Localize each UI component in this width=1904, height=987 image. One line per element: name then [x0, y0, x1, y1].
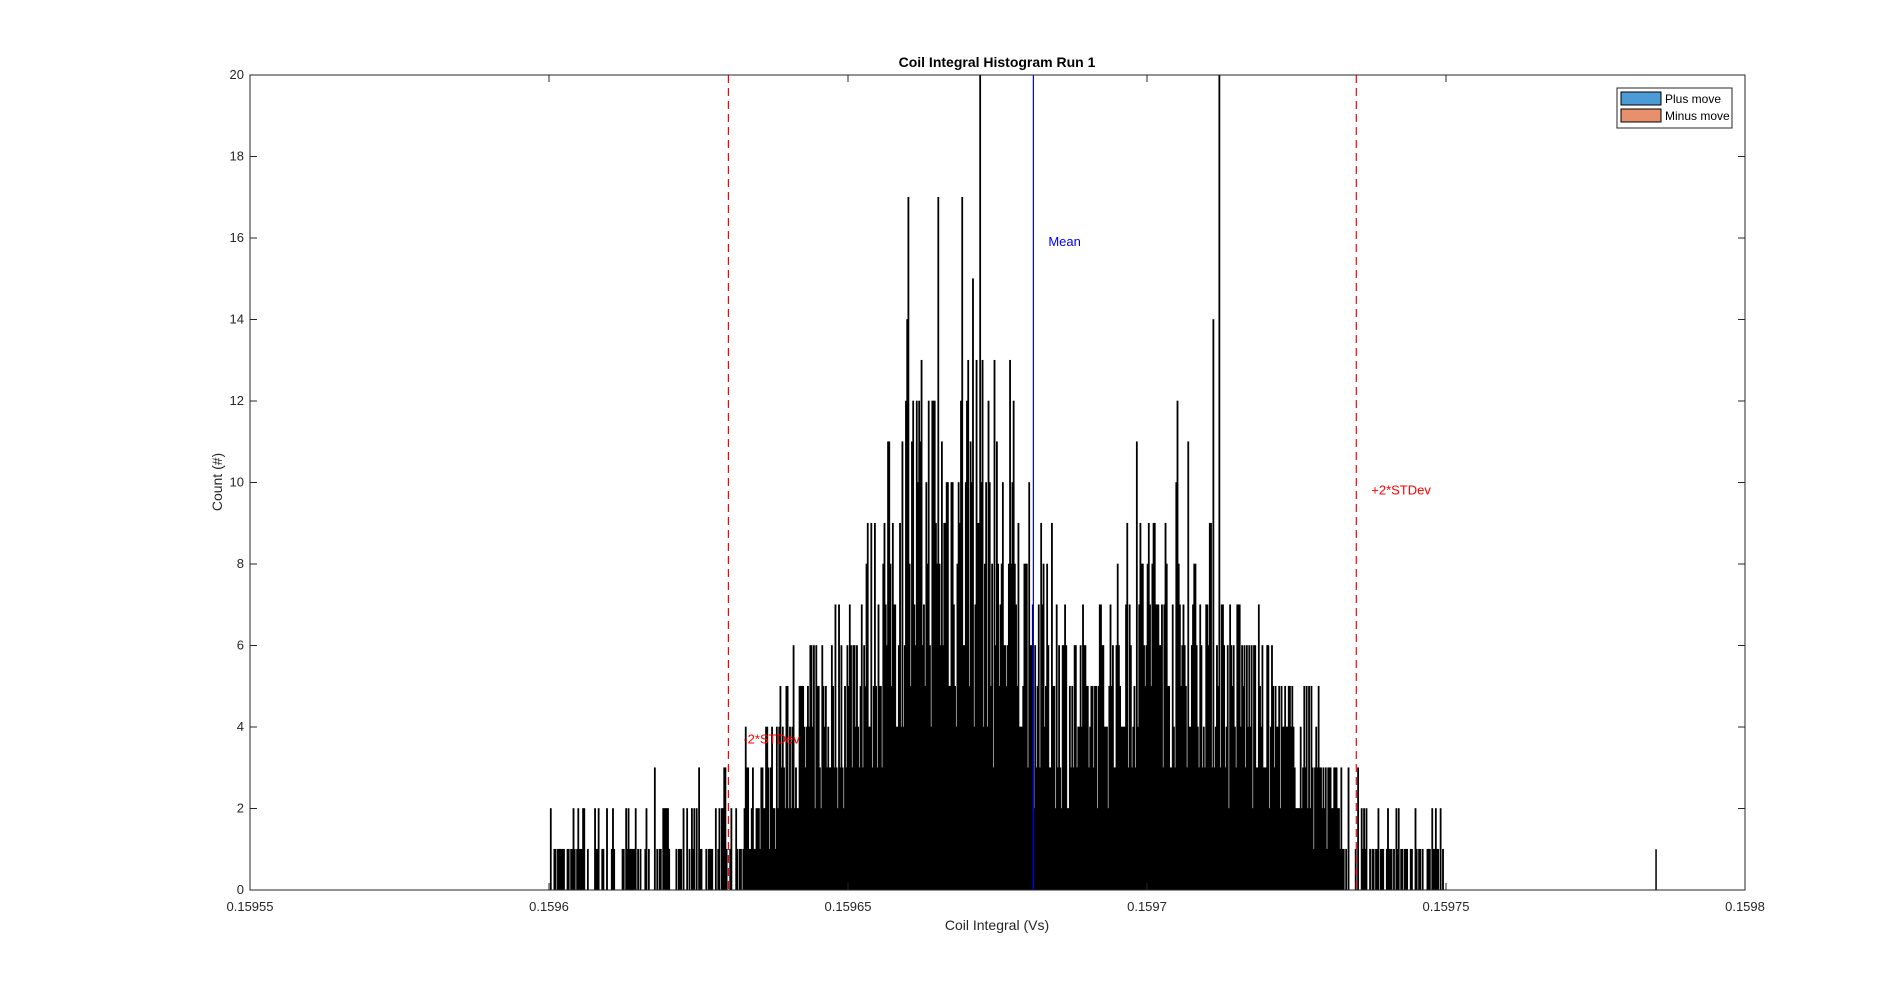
histogram-bar — [695, 808, 698, 891]
reference-line-label: Mean — [1048, 234, 1081, 249]
histogram-bar — [1390, 848, 1393, 891]
x-tick-label: 0.1596 — [529, 899, 569, 914]
histogram-bar — [567, 848, 570, 891]
histogram-bar — [693, 808, 696, 891]
histogram-bar — [1397, 808, 1400, 891]
histogram-bar — [1437, 848, 1440, 891]
histogram-bar — [645, 808, 648, 891]
histogram-bar — [680, 848, 683, 891]
histogram-bar — [736, 848, 739, 891]
histogram-bar — [730, 808, 733, 891]
legend-swatch — [1620, 91, 1662, 106]
histogram-bar — [606, 808, 608, 891]
histogram-bar — [639, 848, 642, 891]
histogram-bars — [549, 74, 1657, 891]
histogram-bar — [1369, 848, 1371, 891]
y-tick-label: 0 — [237, 882, 244, 897]
x-axis-label: Coil Integral (Vs) — [945, 917, 1049, 933]
legend: Plus move Minus move — [1616, 87, 1733, 129]
y-tick-label: 4 — [237, 719, 244, 734]
y-tick-label: 6 — [237, 638, 244, 653]
histogram-bar — [1411, 848, 1413, 891]
histogram-bar — [668, 848, 671, 891]
histogram-bar — [597, 808, 600, 891]
histogram-bar — [675, 848, 678, 891]
reference-lines — [727, 75, 1357, 890]
histogram-bar — [1401, 848, 1404, 891]
histogram-bar — [583, 808, 586, 891]
y-tick-label: 2 — [237, 801, 244, 816]
histogram-bar — [682, 808, 685, 891]
x-tick-label: 0.1598 — [1725, 899, 1765, 914]
y-tick-label: 18 — [230, 149, 244, 164]
histogram-bar — [1382, 848, 1385, 891]
legend-label: Plus move — [1665, 92, 1721, 106]
reference-line-label: -2*STDev — [743, 731, 800, 746]
y-tick-label: 12 — [230, 393, 244, 408]
histogram-bar — [573, 848, 576, 891]
histogram-bar — [700, 848, 703, 891]
histogram-bar — [725, 848, 728, 891]
histogram-bar — [1393, 848, 1395, 891]
histogram-bar — [1377, 808, 1380, 891]
histogram-bar — [1655, 849, 1657, 890]
histogram-bar — [549, 808, 552, 891]
histogram-bar — [647, 848, 650, 891]
y-tick-label: 8 — [237, 556, 244, 571]
annotations: Mean -2*STDev +2*STDev — [743, 234, 1431, 746]
y-tick-label: 14 — [230, 312, 244, 327]
histogram-bar — [602, 848, 605, 891]
histogram-bar — [1421, 848, 1424, 891]
histogram-bar — [1442, 848, 1444, 891]
histogram-bar — [586, 848, 589, 891]
x-tick-label: 0.15955 — [227, 899, 274, 914]
histogram-bar — [718, 808, 721, 891]
x-tick-label: 0.15965 — [825, 899, 872, 914]
histogram-bar — [1357, 767, 1360, 891]
histogram-bar — [714, 808, 717, 891]
histogram-bar — [653, 767, 656, 891]
histogram-bar — [740, 848, 742, 891]
histogram-bar — [1419, 848, 1422, 891]
y-tick-label: 10 — [230, 475, 244, 490]
x-tick-label: 0.15975 — [1423, 899, 1470, 914]
histogram-bar — [613, 848, 616, 891]
reference-line-label: +2*STDev — [1371, 483, 1431, 498]
histogram-bar — [1345, 848, 1348, 891]
histogram-bar — [1372, 848, 1375, 891]
histogram-bar — [622, 848, 625, 891]
histogram-bar — [711, 848, 714, 891]
legend-swatch — [1620, 108, 1662, 123]
histogram-bar — [563, 848, 565, 891]
histogram-bar — [554, 848, 557, 891]
histogram-bar — [1347, 767, 1350, 891]
x-tick-label: 0.1597 — [1127, 899, 1167, 914]
histogram-bar — [688, 848, 691, 891]
histogram-bar — [656, 848, 659, 891]
histogram-bar — [637, 848, 640, 891]
y-axis-label: Count (#) — [209, 453, 225, 511]
histogram-bar — [634, 808, 637, 891]
histogram-bar — [705, 848, 708, 891]
histogram-bar — [1342, 848, 1345, 891]
histogram-bar — [659, 848, 662, 891]
histogram-bar — [1406, 848, 1409, 891]
y-tick-label: 16 — [230, 230, 244, 245]
histogram-bar — [686, 808, 689, 891]
y-tick-label: 20 — [230, 67, 244, 82]
histogram-bar — [1428, 848, 1431, 891]
chart-title: Coil Integral Histogram Run 1 — [899, 54, 1096, 70]
histogram-bar — [1439, 808, 1442, 891]
legend-label: Minus move — [1665, 109, 1730, 123]
histogram-bar — [1365, 808, 1368, 891]
axis-ticks: 0.15955 0.1596 0.15965 0.1597 0.15975 0.1598 0… — [227, 67, 1765, 914]
histogram-bar — [1415, 848, 1418, 891]
